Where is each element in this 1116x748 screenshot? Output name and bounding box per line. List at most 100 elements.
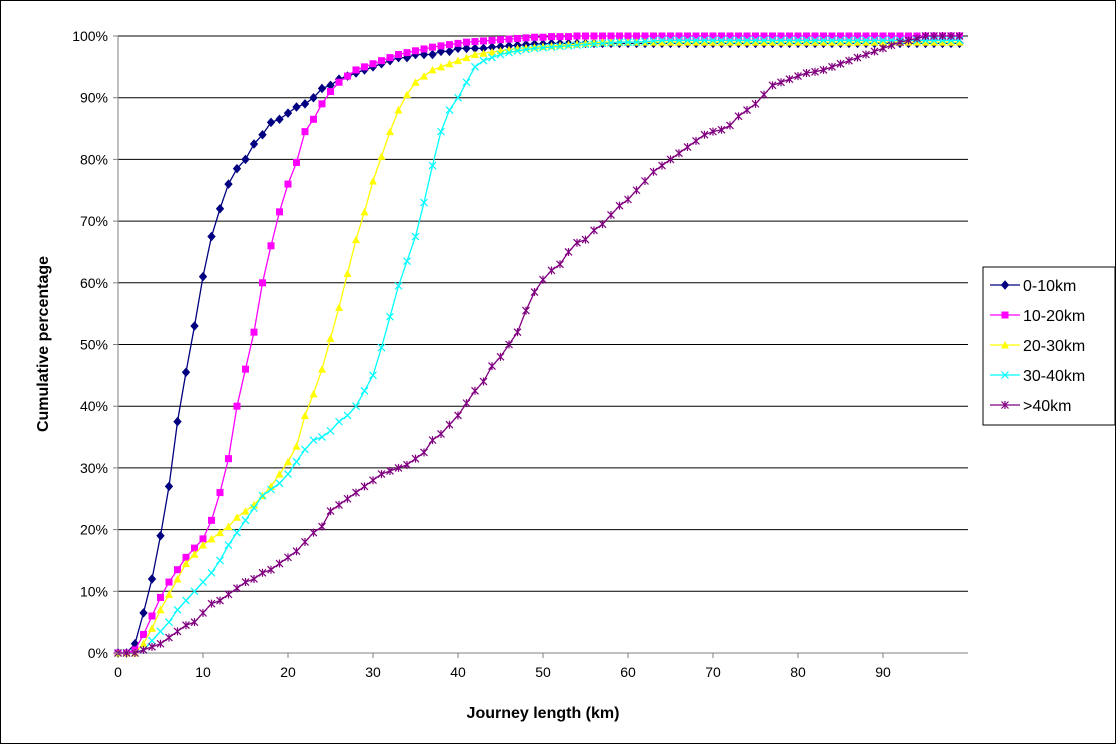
data-point [938, 32, 947, 40]
legend-label: 20-30km [1023, 338, 1085, 355]
data-point [581, 235, 590, 244]
data-point [199, 608, 207, 617]
data-point [870, 36, 879, 45]
data-point [216, 528, 224, 537]
data-point [769, 32, 776, 40]
data-point [463, 38, 470, 46]
series-line [118, 41, 960, 654]
data-point [624, 195, 632, 204]
data-point [395, 51, 402, 59]
data-point [207, 231, 216, 242]
x-tick-label: 20 [280, 664, 296, 680]
data-point [751, 99, 760, 108]
data-point [837, 32, 844, 40]
data-point [522, 45, 530, 54]
data-point [462, 399, 471, 408]
data-point [164, 481, 174, 492]
data-point [751, 36, 760, 45]
data-point [360, 207, 369, 216]
data-point [845, 56, 853, 65]
data-point [905, 32, 912, 40]
data-point [879, 32, 887, 40]
data-point [709, 127, 717, 136]
data-point [352, 66, 360, 74]
data-point [156, 639, 165, 648]
data-point [428, 65, 437, 74]
data-point [930, 38, 938, 46]
y-tick-label: 10% [80, 583, 108, 599]
data-point [420, 45, 428, 53]
data-point [215, 204, 225, 214]
legend-marker [1001, 311, 1009, 319]
legend-label: 30-40km [1023, 368, 1085, 385]
data-point [165, 633, 173, 642]
data-point [198, 271, 208, 282]
data-point [802, 38, 811, 46]
x-axis-ticks: 0 10 20 30 40 50 60 70 80 90 [114, 653, 891, 680]
legend: 0-10km 10-20km 20-30km 30-40km >40km [982, 266, 1116, 426]
data-point [709, 36, 717, 45]
data-point [300, 99, 310, 109]
data-point [692, 36, 700, 45]
y-tick-label: 50% [80, 337, 108, 353]
data-point [836, 38, 845, 46]
data-point [352, 488, 360, 497]
x-tick-label: 0 [114, 664, 122, 680]
data-point [462, 78, 471, 87]
data-point [386, 127, 394, 136]
data-point [343, 494, 352, 503]
data-point [675, 38, 683, 46]
data-point [429, 43, 436, 51]
data-point [632, 38, 641, 47]
data-point [403, 90, 411, 99]
data-point [505, 35, 513, 43]
data-point [921, 32, 930, 40]
data-point [616, 32, 623, 40]
data-point [786, 32, 793, 40]
data-point [173, 605, 182, 614]
data-point [480, 37, 487, 45]
data-point [275, 479, 284, 488]
data-point [573, 32, 581, 40]
data-point [216, 556, 224, 565]
data-point [658, 32, 666, 40]
data-point [683, 143, 692, 152]
data-point [335, 78, 343, 86]
data-point [258, 129, 267, 140]
data-point [190, 618, 199, 627]
data-point [862, 50, 870, 59]
legend-marker [1000, 280, 1010, 290]
data-point [887, 41, 896, 50]
data-point [182, 559, 190, 568]
data-point [250, 574, 258, 583]
data-point [199, 578, 207, 586]
data-point [726, 32, 734, 40]
data-point [599, 32, 606, 40]
data-point [845, 36, 853, 45]
data-point [836, 59, 845, 68]
data-point [437, 429, 445, 438]
data-point [207, 599, 216, 608]
data-point [522, 34, 530, 42]
data-point [462, 43, 471, 54]
data-point [794, 72, 802, 81]
data-point [369, 476, 377, 485]
data-point [326, 426, 335, 435]
data-point [530, 288, 539, 297]
data-point [403, 49, 411, 57]
data-point [531, 33, 538, 41]
data-point [633, 32, 640, 40]
data-point [888, 32, 895, 40]
data-point [794, 38, 802, 46]
data-point [224, 522, 233, 531]
data-point [394, 106, 403, 114]
data-point [802, 36, 811, 45]
data-point [471, 386, 479, 395]
data-point [157, 593, 164, 601]
data-point [607, 38, 615, 46]
data-point [590, 32, 598, 40]
data-point [828, 62, 836, 71]
data-point [547, 266, 556, 275]
data-point [632, 186, 641, 195]
